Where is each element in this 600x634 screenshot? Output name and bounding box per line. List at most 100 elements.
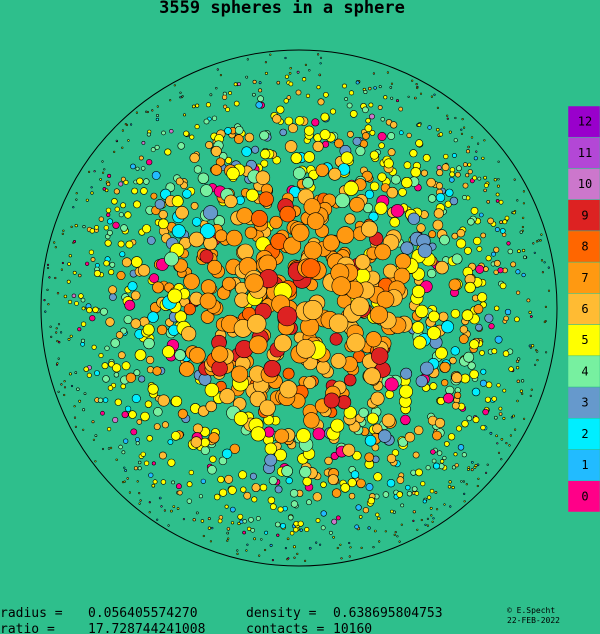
sphere bbox=[434, 491, 438, 494]
sphere bbox=[217, 475, 225, 484]
sphere bbox=[369, 150, 379, 160]
sphere bbox=[121, 257, 132, 268]
sphere bbox=[55, 331, 58, 334]
sphere bbox=[319, 62, 322, 65]
legend-label: 8 bbox=[581, 240, 588, 254]
sphere bbox=[296, 552, 299, 556]
stat-label: radius = bbox=[0, 606, 63, 621]
sphere bbox=[179, 361, 195, 377]
sphere bbox=[302, 77, 307, 82]
sphere bbox=[462, 182, 469, 189]
sphere bbox=[105, 207, 112, 214]
sphere bbox=[411, 321, 425, 334]
sphere bbox=[127, 281, 138, 292]
sphere bbox=[285, 477, 293, 485]
sphere bbox=[258, 554, 261, 557]
sphere bbox=[59, 331, 63, 334]
sphere bbox=[467, 218, 475, 226]
sphere bbox=[479, 350, 485, 356]
sphere bbox=[438, 132, 444, 137]
sphere bbox=[94, 434, 98, 438]
sphere bbox=[366, 412, 379, 425]
stat-label: contacts = bbox=[246, 622, 324, 634]
sphere bbox=[427, 125, 432, 130]
sphere bbox=[123, 480, 126, 483]
sphere bbox=[467, 169, 473, 175]
sphere bbox=[286, 537, 290, 541]
sphere bbox=[252, 92, 256, 97]
sphere bbox=[475, 323, 483, 332]
sphere bbox=[288, 72, 292, 75]
sphere bbox=[189, 346, 206, 364]
sphere bbox=[141, 166, 146, 171]
sphere bbox=[290, 152, 303, 164]
sphere bbox=[146, 132, 151, 137]
sphere bbox=[274, 448, 287, 462]
sphere bbox=[428, 310, 440, 323]
sphere bbox=[513, 428, 517, 431]
sphere bbox=[289, 66, 292, 70]
sphere bbox=[260, 159, 269, 168]
sphere bbox=[390, 174, 401, 185]
sphere bbox=[448, 278, 461, 291]
sphere bbox=[87, 170, 91, 173]
sphere bbox=[396, 535, 399, 538]
sphere bbox=[432, 430, 442, 441]
sphere bbox=[170, 395, 183, 408]
sphere bbox=[365, 483, 374, 491]
sphere bbox=[422, 499, 427, 504]
sphere bbox=[148, 511, 151, 514]
sphere bbox=[302, 299, 323, 320]
sphere bbox=[227, 537, 230, 540]
sphere bbox=[74, 425, 77, 428]
sphere bbox=[248, 335, 268, 355]
sphere bbox=[495, 434, 498, 438]
sphere bbox=[67, 299, 73, 305]
sphere bbox=[76, 387, 80, 391]
sphere bbox=[102, 397, 109, 403]
sphere bbox=[276, 80, 281, 85]
sphere bbox=[179, 91, 182, 94]
sphere bbox=[386, 186, 398, 199]
sphere bbox=[92, 306, 99, 313]
sphere bbox=[494, 335, 503, 344]
legend-label: 4 bbox=[581, 364, 588, 378]
sphere bbox=[269, 53, 272, 56]
sphere bbox=[311, 118, 320, 127]
sphere bbox=[396, 476, 405, 484]
sphere bbox=[283, 236, 302, 255]
sphere bbox=[158, 451, 167, 460]
sphere bbox=[438, 311, 449, 322]
sphere bbox=[312, 140, 324, 152]
sphere bbox=[350, 296, 370, 317]
sphere bbox=[467, 466, 471, 469]
sphere bbox=[164, 148, 172, 156]
sphere bbox=[188, 231, 205, 248]
sphere bbox=[434, 417, 446, 429]
sphere bbox=[161, 130, 166, 136]
sphere bbox=[479, 379, 487, 387]
sphere bbox=[303, 241, 323, 260]
sphere bbox=[374, 201, 388, 215]
sphere bbox=[86, 372, 92, 378]
sphere bbox=[152, 366, 162, 376]
sphere bbox=[250, 209, 268, 227]
sphere bbox=[445, 188, 454, 197]
legend-swatch bbox=[567, 105, 600, 138]
sphere bbox=[422, 153, 431, 162]
sphere bbox=[224, 194, 238, 209]
sphere bbox=[502, 416, 506, 420]
sphere bbox=[362, 132, 370, 140]
sphere bbox=[498, 412, 503, 416]
sphere bbox=[331, 276, 351, 296]
sphere bbox=[67, 337, 71, 341]
sphere bbox=[509, 434, 513, 437]
sphere bbox=[521, 392, 524, 396]
sphere bbox=[112, 221, 120, 229]
sphere bbox=[473, 304, 484, 314]
sphere bbox=[100, 410, 105, 416]
sphere bbox=[482, 408, 489, 416]
sphere bbox=[352, 450, 362, 461]
sphere bbox=[295, 116, 305, 126]
sphere bbox=[467, 145, 470, 149]
